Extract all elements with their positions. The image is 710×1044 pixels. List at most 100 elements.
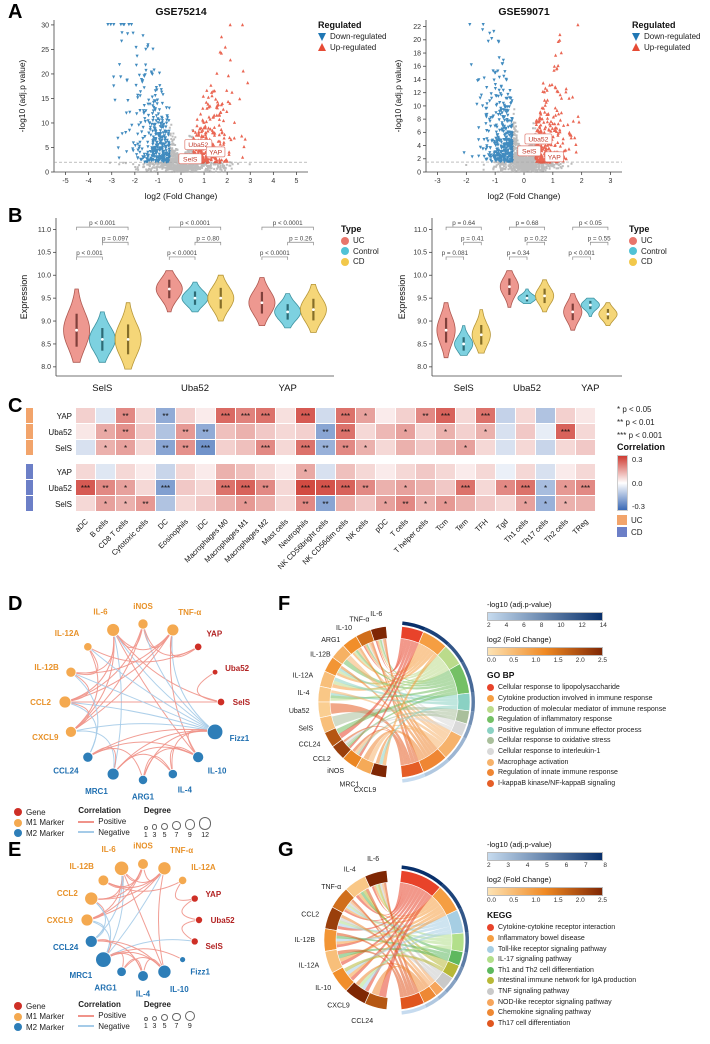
heatmap-cell (256, 480, 275, 495)
significance-stars: ** (122, 412, 128, 421)
significance-stars: ** (202, 428, 208, 437)
x-tick-label: -3 (109, 178, 115, 185)
chord-term-pvalue-band (437, 990, 448, 1000)
degree-circle-icon (184, 1011, 195, 1022)
significance-stars: ** (402, 500, 408, 509)
violin-plot-gse75214: 8.0 8.5 9.0 9.5 10.0 10.5 11.0 Expression SelS p … (19, 218, 334, 394)
network-edge (103, 879, 183, 892)
type-color-dot (341, 236, 349, 245)
term-label: Toll-like receptor signaling pathway (498, 945, 607, 953)
node-label: CCL2 (30, 698, 51, 707)
degree-tick: 1 (144, 1017, 148, 1030)
heatmap-cell (276, 440, 295, 455)
significance-stars: *** (341, 428, 350, 437)
heatmap-cell (536, 464, 555, 479)
network-edge (112, 629, 222, 703)
network-edge (70, 629, 174, 733)
gene-label: SelS (183, 156, 198, 163)
heatmap-cell (76, 440, 95, 455)
row-group-bar-uc (26, 440, 33, 455)
node-type-dot (14, 818, 22, 827)
colorbar-tick: 2.0 (575, 656, 585, 664)
legend-item-label: CD (641, 257, 653, 266)
term-label: I-kappaB kinase/NF-kappaB signaling (498, 779, 616, 787)
heatmap-cell (296, 440, 315, 455)
heatmap-cell (536, 480, 555, 495)
chord-term-arc (399, 991, 425, 1010)
heatmap-cell (376, 408, 395, 423)
term-legend-item: Th1 and Th2 cell differentiation (487, 966, 707, 975)
heatmap-cell (436, 464, 455, 479)
legend-degree: Degree 1 3 5 7 9 12 (144, 806, 212, 839)
y-tick-label: 10.5 (413, 250, 427, 257)
node-type-dot (14, 1012, 22, 1021)
network-edge (64, 623, 144, 703)
heatmap-cell (176, 424, 195, 439)
significance-stars: ** (342, 444, 348, 453)
network-edge (86, 868, 165, 921)
pvalue-bracket (168, 256, 196, 260)
heatmap-cell (96, 440, 115, 455)
y-tick-label: 2 (417, 156, 421, 163)
degree-tick-label: 1 (143, 831, 148, 839)
x-axis-label: log2 (Fold Change) (145, 191, 218, 201)
term-legend-item: Cytokine production involved in immune r… (487, 694, 707, 703)
chord-gene-label: CXCL9 (327, 1003, 350, 1010)
pvalue-bracket (101, 241, 129, 246)
pvalue-bracket (194, 241, 222, 246)
y-axis-label: -log10 (adj.p value) (393, 59, 403, 132)
term-label: Chemokine signaling pathway (498, 1009, 591, 1017)
y-tick-label: 9.5 (417, 296, 427, 303)
chord-term-arc (450, 932, 465, 953)
node-type-dot (14, 1023, 22, 1031)
chord-gene-arc-Uba52 (317, 701, 332, 719)
colorbar-tick: 7 (583, 861, 588, 869)
y-tick-label: 22 (413, 24, 421, 31)
column-label: DC (156, 517, 170, 531)
heatmap-cell (276, 408, 295, 423)
group-swatch-label: UC (631, 515, 643, 525)
chord-ribbon (352, 646, 429, 677)
pvalue-label: p = 0.22 (524, 235, 547, 242)
chord-ribbon (359, 647, 432, 756)
violin-legend-2: Type UC Control CD (629, 224, 667, 268)
legend-item-label: Control (353, 246, 379, 256)
term-label: Th17 cell differentiation (498, 1019, 571, 1027)
type-color-dot (341, 257, 349, 266)
heatmap-cell (236, 496, 255, 511)
y-tick-label: 4 (417, 143, 421, 150)
term-color-dot (487, 1019, 494, 1027)
chord-term-pvalue-band (463, 724, 472, 739)
degree-tick-label: 9 (187, 831, 192, 839)
y-tick-label: 30 (41, 22, 49, 29)
heatmap-cell (436, 440, 455, 455)
network-node-TNF-α (157, 861, 172, 876)
significance-legend-line: ** p < 0.01 (617, 417, 655, 427)
legend-item-label: UC (641, 236, 653, 245)
colorbar-tick: 2.0 (575, 896, 585, 904)
gene-label: YAP (209, 149, 223, 156)
x-tick-label: -2 (132, 178, 138, 185)
network-node-IL-12A (83, 642, 93, 652)
significance-stars: *** (301, 412, 310, 421)
chord-gene-arc-IL-4 (317, 685, 332, 703)
colorbar-tick: 4 (504, 621, 509, 629)
y-tick-label: 9.0 (41, 318, 51, 325)
legend-item: Control (629, 247, 667, 256)
node-type-dot (14, 1002, 22, 1010)
significance-stars: *** (301, 444, 310, 453)
network-edge (171, 629, 216, 733)
heatmap-cell (316, 424, 335, 439)
heatmap-cell (556, 440, 575, 455)
chord-term-pvalue-band (464, 932, 469, 953)
legend-title: Regulated (632, 20, 676, 30)
heatmap-cell (196, 480, 215, 495)
term-color-dot (487, 695, 494, 703)
heatmap-cell (176, 496, 195, 511)
network-edge (70, 646, 99, 676)
heatmap-cell (476, 408, 495, 423)
chord-gene-label: Uba52 (289, 708, 310, 715)
heatmap-cell (196, 424, 215, 439)
pvalue-bracket (261, 256, 289, 260)
